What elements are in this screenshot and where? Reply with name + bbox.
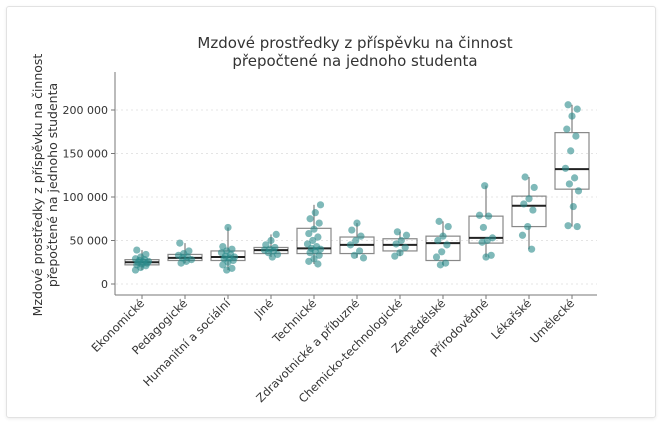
data-point bbox=[272, 230, 280, 239]
y-axis-label-line1: Mzdové prostředky z příspěvku na činnost bbox=[30, 54, 45, 317]
data-point bbox=[350, 251, 358, 259]
data-point bbox=[444, 222, 452, 231]
data-point bbox=[314, 233, 322, 241]
data-point bbox=[303, 240, 312, 248]
data-point bbox=[564, 101, 572, 109]
data-point bbox=[391, 252, 399, 260]
data-point bbox=[346, 241, 355, 249]
y-tick-label: 200 000 bbox=[63, 104, 109, 117]
data-point bbox=[561, 164, 570, 172]
data-point bbox=[228, 245, 236, 253]
y-tick-label: 100 000 bbox=[63, 191, 109, 204]
chart-title-line1: Mzdové prostředky z příspěvku na činnost bbox=[197, 34, 512, 52]
data-point bbox=[432, 253, 441, 261]
data-point bbox=[573, 105, 581, 113]
data-point bbox=[487, 251, 495, 259]
data-point bbox=[142, 250, 150, 259]
data-point bbox=[353, 219, 361, 227]
data-point bbox=[571, 174, 579, 182]
x-tick-label: Umělecké bbox=[527, 296, 577, 346]
data-point bbox=[521, 173, 529, 181]
data-point bbox=[485, 212, 493, 220]
data-point bbox=[185, 247, 193, 255]
data-point bbox=[565, 180, 574, 188]
data-point bbox=[439, 232, 447, 240]
data-point bbox=[228, 264, 236, 272]
data-point bbox=[563, 125, 571, 133]
data-point bbox=[392, 240, 400, 248]
data-point bbox=[442, 259, 450, 267]
data-point bbox=[573, 222, 581, 231]
data-point bbox=[438, 248, 446, 256]
chart-card bbox=[6, 6, 656, 418]
data-point bbox=[314, 260, 322, 268]
data-point bbox=[357, 232, 365, 240]
data-point bbox=[434, 236, 442, 245]
data-point bbox=[313, 242, 321, 251]
data-point bbox=[435, 217, 443, 225]
data-point bbox=[311, 209, 319, 217]
box bbox=[554, 132, 590, 190]
data-point bbox=[396, 249, 404, 257]
data-point bbox=[219, 242, 227, 251]
data-point bbox=[316, 201, 325, 209]
data-point bbox=[267, 236, 275, 245]
data-point bbox=[356, 247, 364, 255]
data-point bbox=[133, 246, 141, 254]
data-point bbox=[479, 223, 487, 232]
data-point bbox=[443, 241, 451, 249]
data-point bbox=[397, 236, 405, 245]
data-point bbox=[315, 219, 323, 227]
data-point bbox=[530, 183, 538, 192]
y-tick-label: 150 000 bbox=[63, 148, 109, 161]
data-point bbox=[572, 132, 580, 140]
x-tick-label: Jiné bbox=[251, 296, 276, 321]
data-point bbox=[475, 211, 484, 219]
y-axis-label-line2: přepočtené na jednoho studenta bbox=[45, 83, 60, 287]
data-point bbox=[262, 241, 270, 249]
data-point bbox=[271, 243, 279, 252]
data-point bbox=[568, 112, 576, 120]
data-point bbox=[567, 147, 575, 155]
data-point bbox=[309, 236, 317, 245]
data-point bbox=[348, 226, 356, 234]
data-point bbox=[488, 234, 497, 242]
data-point bbox=[574, 187, 583, 195]
data-point bbox=[352, 236, 360, 245]
data-point bbox=[359, 254, 368, 262]
data-point bbox=[176, 239, 184, 247]
data-point bbox=[569, 202, 577, 211]
data-point bbox=[529, 206, 537, 214]
data-point bbox=[310, 225, 318, 233]
data-point bbox=[524, 222, 532, 231]
data-point bbox=[401, 243, 409, 252]
data-point bbox=[393, 228, 401, 236]
y-tick-label: 0 bbox=[101, 278, 108, 291]
data-point bbox=[564, 222, 572, 230]
data-point bbox=[481, 182, 489, 190]
data-point bbox=[224, 223, 232, 232]
chart-title-line2: přepočtené na jednoho studenta bbox=[232, 52, 477, 70]
data-point bbox=[305, 229, 313, 238]
data-point bbox=[525, 195, 533, 203]
data-point bbox=[518, 231, 527, 239]
data-point bbox=[310, 255, 318, 263]
data-point bbox=[402, 231, 411, 239]
box bbox=[425, 235, 461, 262]
data-point bbox=[520, 200, 528, 208]
y-tick-label: 50 000 bbox=[70, 235, 109, 248]
data-point bbox=[528, 245, 536, 253]
data-point bbox=[306, 215, 314, 223]
x-tick-label: Humanitní a sociální bbox=[140, 296, 233, 389]
